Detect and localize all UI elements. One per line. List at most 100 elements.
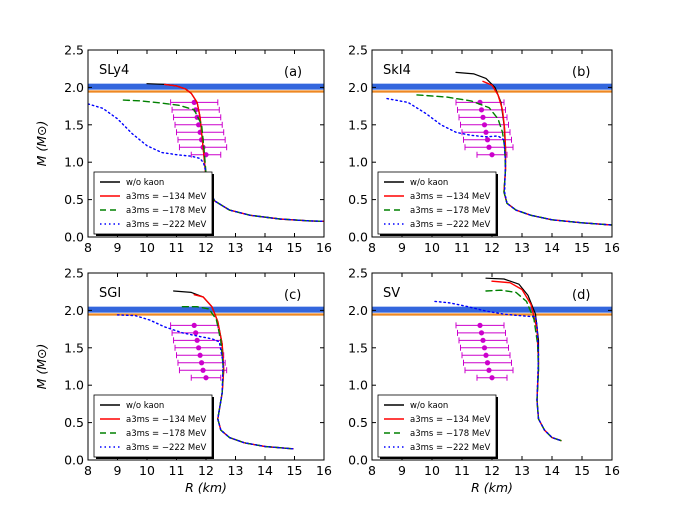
y-tick-label: 2.0: [348, 80, 368, 95]
legend: w/o kaon a3ms = −134 MeV a3ms = −178 MeV a3…: [377, 171, 498, 236]
x-tick-label: 11: [454, 240, 470, 255]
series-line: [434, 300, 562, 442]
errorbar-point: [484, 137, 491, 143]
panel-name: SLy4: [99, 63, 129, 78]
x-tick-label: 11: [169, 240, 185, 255]
errorbar: [176, 352, 225, 359]
errorbar: [458, 114, 508, 121]
errorbar-point: [481, 345, 488, 351]
x-tick-label: 14: [544, 240, 560, 255]
x-tick-label: 11: [169, 463, 185, 478]
x-tick-label: 12: [198, 463, 214, 478]
errorbar: [178, 367, 228, 374]
errorbar-point: [489, 152, 495, 158]
legend: w/o kaon a3ms = −134 MeV a3ms = −178 MeV a3…: [377, 394, 498, 459]
legend-label: a3ms = −222 MeV: [410, 443, 490, 453]
x-tick-label: 14: [257, 463, 273, 478]
x-tick-label: 13: [228, 463, 244, 478]
legend-label: a3ms = −178 MeV: [410, 429, 490, 439]
errorbar: [457, 329, 506, 336]
mass-band-blue: [372, 306, 612, 313]
x-tick-label: 8: [84, 463, 92, 478]
y-tick-label: 1.0: [348, 378, 368, 393]
y-tick-label: 1.0: [64, 155, 84, 170]
panel-sgi: 8 9 10 11 12 13 14 15 16 0.0 0.5 1.0 1.5 2.0 2.5 SGI (c)…: [34, 266, 332, 496]
errorbar-point: [478, 107, 485, 113]
plot-area: [372, 277, 612, 442]
legend: w/o kaon a3ms = −134 MeV a3ms = −178 MeV a3…: [93, 394, 214, 459]
errorbar: [176, 129, 225, 136]
x-tick-label: 12: [198, 240, 214, 255]
errorbar-point: [197, 352, 203, 358]
y-tick-label: 1.5: [64, 340, 84, 355]
series-line: [116, 314, 294, 450]
y-tick-label: 0.0: [64, 453, 84, 468]
x-axis-label: R (km): [471, 480, 513, 495]
x-tick-label: 13: [514, 240, 530, 255]
errorbar: [173, 114, 222, 121]
errorbar-point: [477, 322, 483, 328]
errorbar: [174, 344, 223, 351]
series-line: [485, 289, 562, 442]
errorbar-point: [486, 144, 492, 150]
legend-label: a3ms = −178 MeV: [126, 429, 206, 439]
legend-label: a3ms = −134 MeV: [410, 192, 490, 202]
mass-band-blue: [88, 83, 324, 90]
legend-label: a3ms = −134 MeV: [410, 415, 490, 425]
y-tick-label: 0.5: [64, 415, 84, 430]
errorbar-point: [191, 322, 197, 328]
errorbar: [190, 151, 222, 158]
y-tick-label: 2.5: [348, 266, 368, 281]
series-line: [122, 99, 324, 222]
x-tick-label: 9: [398, 463, 406, 478]
x-tick-label: 15: [574, 240, 590, 255]
y-tick-label: 1.5: [348, 340, 368, 355]
errorbar-point: [196, 345, 202, 351]
errorbar: [170, 99, 219, 106]
panel-name: SkI4: [383, 63, 411, 78]
y-tick-label: 0.5: [348, 415, 368, 430]
legend-label: a3ms = −222 MeV: [410, 220, 490, 230]
series-line: [491, 280, 562, 442]
errorbar-point: [480, 114, 486, 120]
errorbar: [464, 367, 514, 374]
errorbar-point: [483, 129, 489, 135]
errorbar-point: [194, 337, 200, 343]
errorbar: [170, 322, 219, 329]
x-tick-label: 9: [114, 463, 122, 478]
x-tick-label: 16: [316, 463, 332, 478]
x-tick-label: 16: [604, 240, 620, 255]
legend-label: w/o kaon: [410, 178, 448, 188]
y-tick-label: 0.0: [348, 453, 368, 468]
panel-ski4: 8 9 10 11 12 13 14 15 16 0.0 0.5 1.0 1.5 2.0 2.5 SkI4 (b…: [348, 43, 620, 256]
errorbar: [476, 374, 508, 381]
y-tick-label: 2.0: [64, 80, 84, 95]
errorbar: [458, 337, 508, 344]
mass-band-orange: [372, 313, 612, 316]
y-tick-label: 0.0: [64, 230, 84, 245]
x-tick-label: 10: [139, 240, 155, 255]
y-tick-label: 0.5: [64, 192, 84, 207]
plot-area: [372, 71, 612, 226]
x-tick-label: 8: [84, 240, 92, 255]
mass-band-blue: [372, 83, 612, 90]
x-tick-label: 10: [139, 463, 155, 478]
errorbar-point: [484, 360, 491, 366]
x-tick-label: 14: [544, 463, 560, 478]
y-tick-label: 2.5: [64, 266, 84, 281]
legend-label: a3ms = −178 MeV: [126, 206, 206, 216]
errorbar: [461, 352, 511, 359]
series-line: [88, 103, 324, 222]
legend-label: a3ms = −222 MeV: [126, 220, 206, 230]
plot-area: [88, 83, 324, 222]
x-tick-label: 16: [604, 463, 620, 478]
y-tick-label: 1.0: [64, 378, 84, 393]
x-tick-label: 13: [228, 240, 244, 255]
x-tick-label: 9: [398, 240, 406, 255]
y-tick-label: 2.5: [348, 43, 368, 58]
x-tick-label: 8: [368, 240, 376, 255]
mass-band-orange: [88, 90, 324, 93]
x-tick-label: 14: [257, 240, 273, 255]
errorbar: [174, 121, 223, 128]
